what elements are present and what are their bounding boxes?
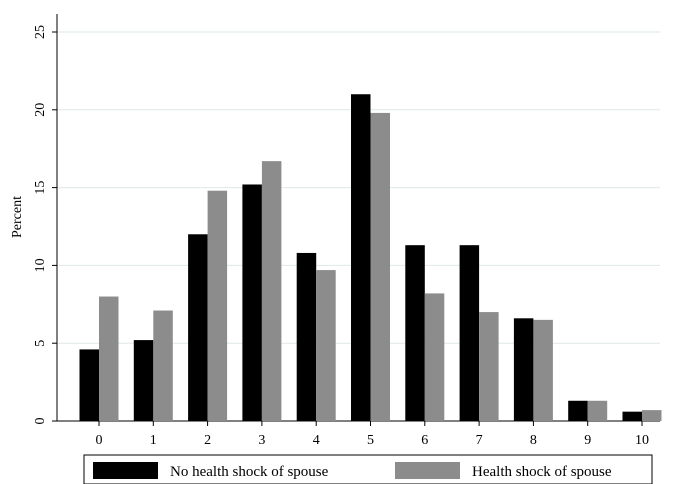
bar-shock [371, 113, 391, 421]
x-tick-label: 5 [367, 433, 374, 448]
x-tick-label: 1 [150, 433, 157, 448]
bar-no-shock [623, 412, 643, 421]
x-tick-label: 9 [584, 433, 591, 448]
bar-no-shock [80, 349, 100, 421]
legend-label-no-shock: No health shock of spouse [170, 464, 329, 480]
x-tick-label: 0 [96, 433, 103, 448]
bar-no-shock [188, 234, 208, 421]
bar-no-shock [134, 340, 154, 421]
bars [80, 94, 662, 421]
bar-no-shock [514, 318, 534, 421]
y-tick-label: 0 [33, 418, 48, 425]
bar-shock [588, 401, 608, 421]
legend-label-shock: Health shock of spouse [472, 464, 612, 480]
y-tick-label: 20 [33, 103, 48, 117]
bar-no-shock [405, 245, 425, 421]
bar-shock [533, 320, 553, 421]
bar-no-shock [568, 401, 588, 421]
x-tick-label: 3 [258, 433, 265, 448]
x-tick-label: 8 [530, 433, 537, 448]
bar-shock [208, 191, 228, 421]
bar-shock [642, 410, 662, 421]
legend-swatch-shock [395, 462, 460, 479]
bar-shock [316, 270, 336, 421]
x-tick-label: 4 [313, 433, 320, 448]
y-tick-label: 10 [33, 258, 48, 272]
bar-shock [99, 297, 119, 421]
bar-shock [262, 161, 282, 421]
y-tick-label: 5 [33, 340, 48, 347]
y-tick-label: 25 [33, 25, 48, 39]
bar-no-shock [242, 184, 262, 421]
y-tick-label: 15 [33, 181, 48, 195]
bar-shock [479, 312, 499, 421]
y-ticks: 0 5 10 15 20 25 [33, 25, 57, 425]
legend: No health shock of spouse Health shock o… [84, 455, 652, 484]
x-tick-label: 10 [635, 433, 649, 448]
bar-no-shock [460, 245, 480, 421]
bar-no-shock [297, 253, 317, 421]
x-ticks: 0 1 2 3 4 5 6 7 8 9 10 [96, 421, 650, 448]
legend-swatch-no-shock [93, 462, 158, 479]
bar-shock [153, 311, 173, 421]
x-tick-label: 7 [476, 433, 483, 448]
bar-no-shock [351, 94, 371, 421]
y-axis-label: Percent [10, 196, 25, 238]
bar-shock [425, 293, 445, 421]
x-tick-label: 6 [421, 433, 428, 448]
x-tick-label: 2 [204, 433, 211, 448]
